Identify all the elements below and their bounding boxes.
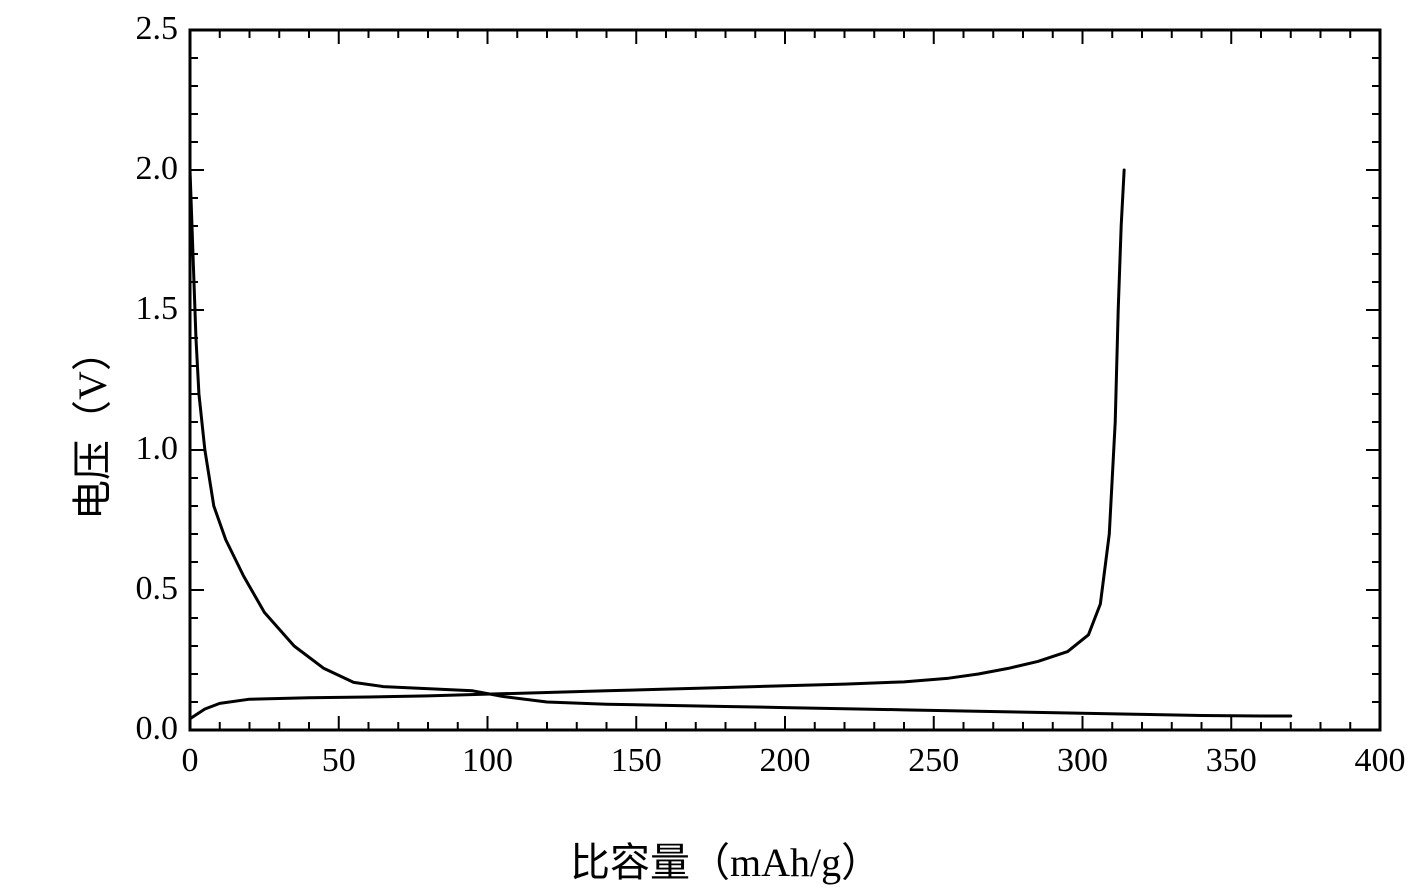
y-tick-label: 1.0	[108, 430, 178, 468]
chart-container: 电压（V） 比容量（mAh/g） 05010015020025030035040…	[0, 0, 1415, 891]
x-tick-label: 100	[448, 742, 528, 780]
y-axis-label: 电压（V）	[60, 331, 118, 520]
x-tick-label: 300	[1043, 742, 1123, 780]
series-charge	[190, 170, 1124, 719]
y-tick-label: 0.5	[108, 570, 178, 608]
x-axis-label: 比容量（mAh/g）	[570, 830, 881, 888]
x-tick-label: 400	[1340, 742, 1415, 780]
series-discharge	[190, 170, 1291, 716]
y-tick-label: 1.5	[108, 290, 178, 328]
x-tick-label: 150	[596, 742, 676, 780]
y-tick-label: 2.5	[108, 10, 178, 48]
x-tick-label: 350	[1191, 742, 1271, 780]
x-tick-label: 200	[745, 742, 825, 780]
x-tick-label: 250	[894, 742, 974, 780]
y-tick-label: 0.0	[108, 710, 178, 748]
y-tick-label: 2.0	[108, 150, 178, 188]
x-tick-label: 50	[299, 742, 379, 780]
